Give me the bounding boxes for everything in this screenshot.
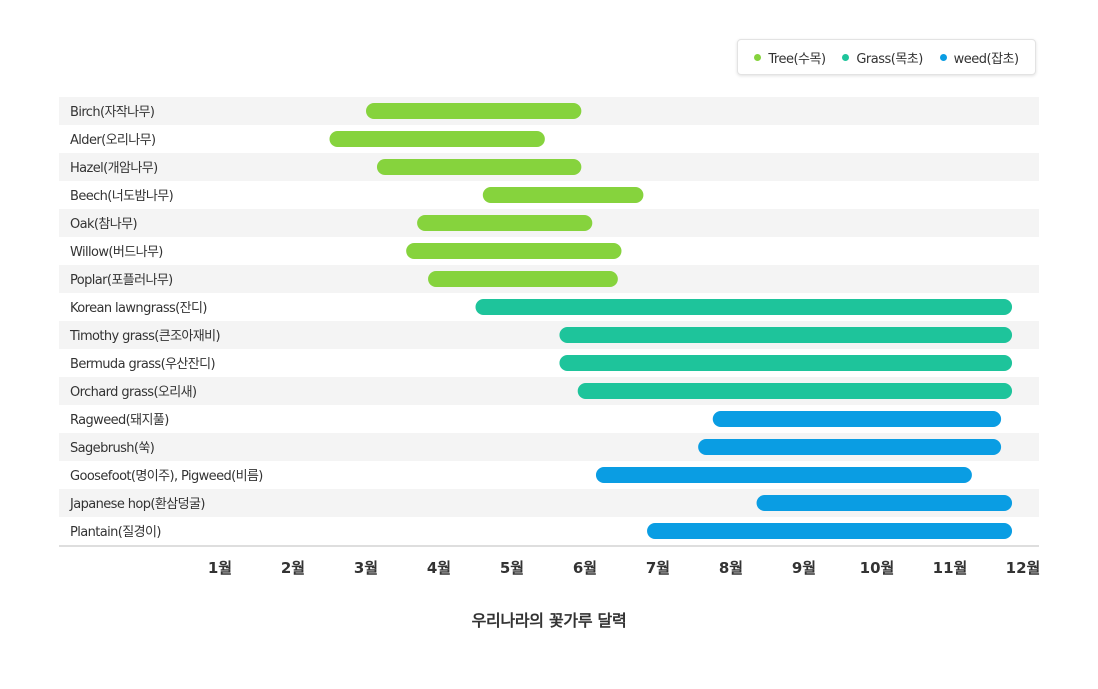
legend-label-grass: Grass(목초) (856, 51, 923, 67)
legend: Tree(수목) Grass(목초) weed(잡초) (737, 39, 1036, 75)
row-label: Timothy grass(큰조아재비) (69, 329, 220, 344)
range-bar[interactable] (329, 131, 545, 147)
row-label: Bermuda grass(우산잔디) (70, 357, 215, 372)
x-tick-label: 4월 (427, 559, 451, 577)
legend-item-grass[interactable]: Grass(목초) (842, 48, 923, 67)
legend-label-tree: Tree(수목) (768, 51, 826, 67)
x-tick-label: 2월 (281, 559, 305, 577)
row-label: Hazel(개암나무) (70, 161, 158, 176)
row-label: Goosefoot(명이주), Pigweed(비름) (70, 469, 263, 484)
range-bar[interactable] (475, 299, 1013, 315)
x-tick-label: 10월 (860, 559, 895, 577)
legend-dot-tree (754, 53, 762, 61)
legend-label-weed: weed(잡초) (953, 51, 1019, 67)
range-bar[interactable] (376, 159, 582, 175)
range-bar[interactable] (366, 103, 582, 119)
range-bar[interactable] (482, 187, 644, 203)
row-label: Willow(버드나무) (70, 245, 163, 260)
row-label: Ragweed(돼지풀) (70, 413, 169, 428)
x-tick-label: 1월 (208, 559, 232, 577)
row-label: Orchard grass(오리새) (70, 385, 196, 400)
row-label: Korean lawngrass(잔디) (70, 301, 207, 316)
range-bar[interactable] (595, 467, 972, 483)
row-label: Birch(자작나무) (70, 105, 154, 120)
range-bar[interactable] (577, 383, 1013, 399)
row-label: Oak(참나무) (70, 217, 137, 232)
range-bar[interactable] (559, 355, 1013, 371)
x-tick-label: 8월 (719, 559, 743, 577)
legend-dot-grass (842, 53, 850, 61)
row-label: Poplar(포플러나무) (70, 273, 173, 288)
range-bar[interactable] (406, 243, 622, 259)
row-label: Beech(너도밤나무) (70, 189, 173, 204)
range-bar[interactable] (417, 215, 593, 231)
x-tick-label: 6월 (573, 559, 597, 577)
range-bar[interactable] (698, 439, 1002, 455)
row-label: Plantain(질경이) (70, 525, 161, 540)
range-bar[interactable] (647, 523, 1013, 539)
row-label: Sagebrush(쑥) (70, 441, 154, 456)
x-tick-label: 5월 (500, 559, 524, 577)
legend-dot-weed (939, 53, 947, 61)
x-tick-label: 11월 (933, 559, 968, 577)
x-tick-label: 9월 (792, 559, 816, 577)
x-tick-label: 3월 (354, 559, 378, 577)
chart-title: 우리나라의 꽃가루 달력 (471, 611, 627, 630)
range-bar[interactable] (756, 495, 1013, 511)
x-tick-label: 12월 (1006, 559, 1041, 577)
row-label: Alder(오리나무) (70, 133, 155, 148)
range-bar[interactable] (428, 271, 618, 287)
legend-item-tree[interactable]: Tree(수목) (754, 48, 826, 67)
range-bar[interactable] (712, 411, 1002, 427)
row-label: Japanese hop(환삼덩굴) (69, 497, 205, 512)
range-bar[interactable] (559, 327, 1013, 343)
legend-item-weed[interactable]: weed(잡초) (939, 48, 1019, 67)
x-tick-label: 7월 (646, 559, 670, 577)
